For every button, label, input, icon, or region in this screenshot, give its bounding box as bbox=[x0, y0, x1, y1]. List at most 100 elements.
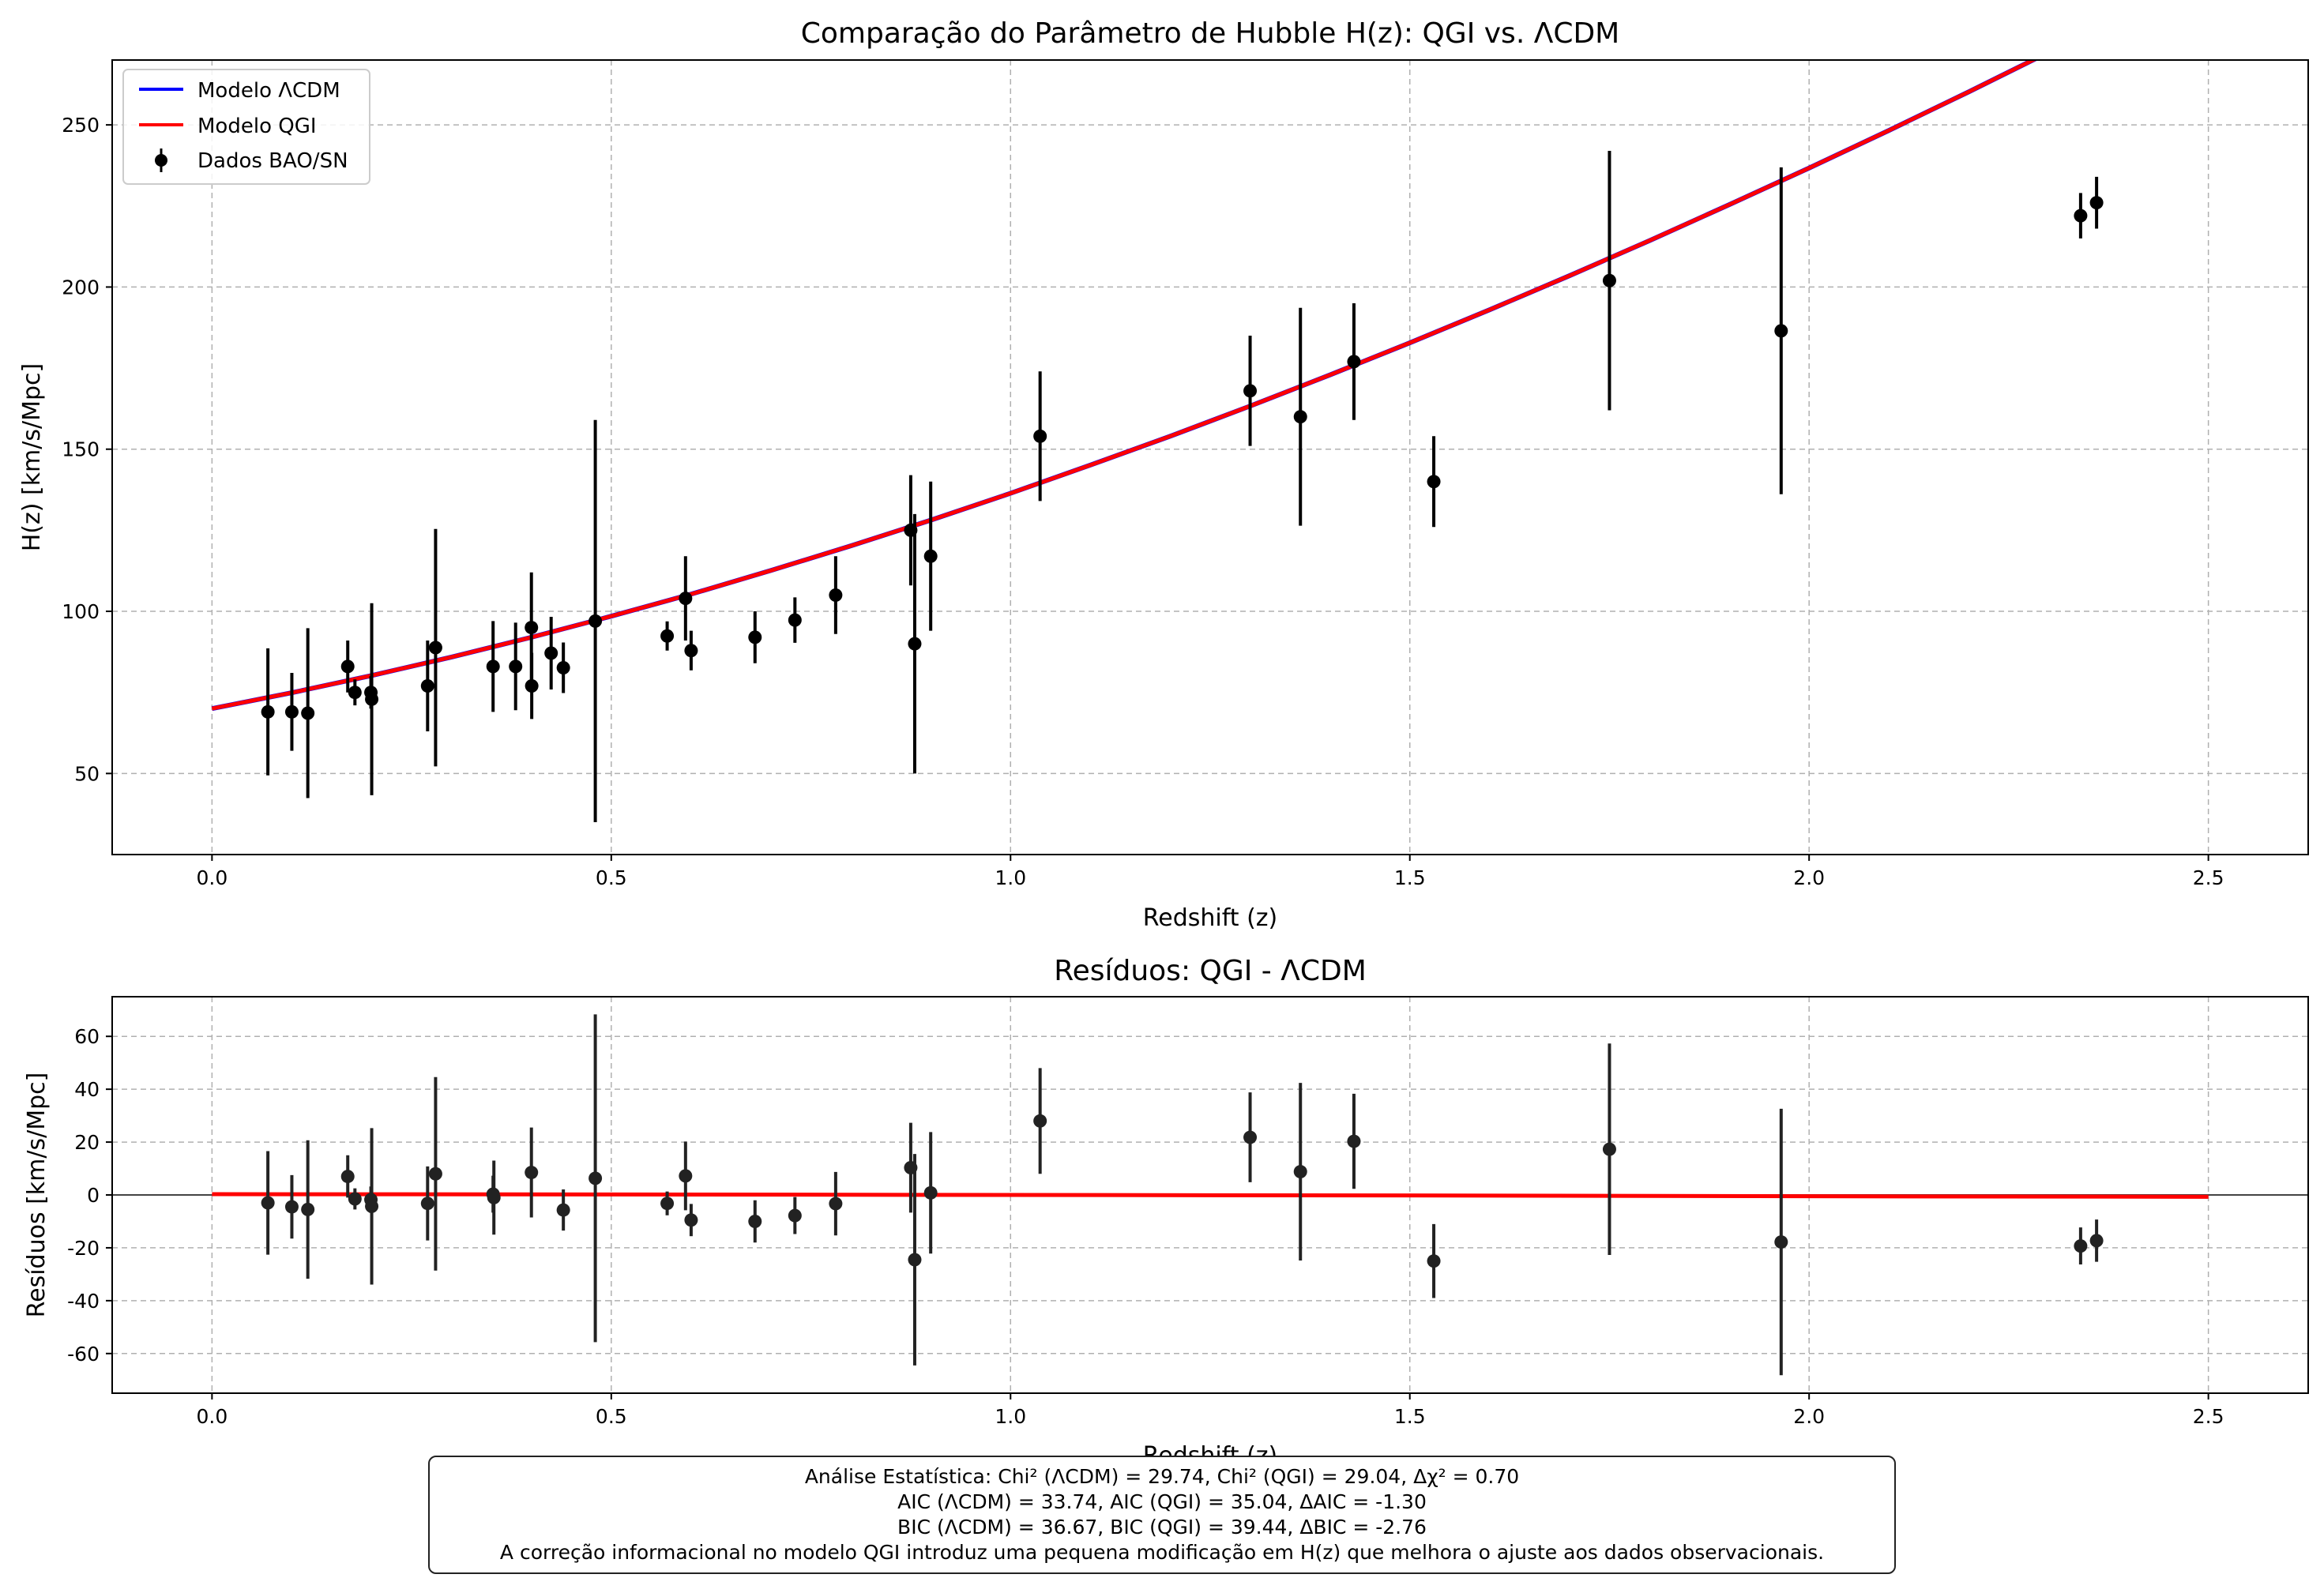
data-point bbox=[544, 646, 558, 660]
x-tick-label: 0.0 bbox=[196, 866, 228, 889]
data-point bbox=[1293, 410, 1307, 424]
y-tick-label: 50 bbox=[74, 762, 100, 785]
data-point bbox=[486, 659, 500, 674]
y-tick-label: 40 bbox=[74, 1078, 100, 1101]
legend-data-label: Dados BAO/SN bbox=[197, 149, 348, 173]
data-point bbox=[1774, 324, 1788, 338]
data-point bbox=[525, 621, 539, 635]
data-point bbox=[1243, 384, 1258, 398]
data-point bbox=[348, 1192, 362, 1206]
data-point bbox=[684, 644, 698, 658]
stats-line-chi2: Análise Estatística: Chi² (ΛCDM) = 29.74… bbox=[804, 1465, 1520, 1488]
stats-line-bic: BIC (ΛCDM) = 36.67, BIC (QGI) = 39.44, Δ… bbox=[897, 1516, 1427, 1539]
data-point bbox=[365, 1199, 379, 1213]
data-point bbox=[679, 1169, 693, 1183]
data-point bbox=[1774, 1235, 1788, 1249]
legend-data-marker-swatch bbox=[155, 154, 167, 167]
data-point bbox=[748, 1214, 762, 1228]
data-point bbox=[2074, 1239, 2088, 1253]
data-point bbox=[923, 1185, 938, 1200]
data-point bbox=[788, 1208, 802, 1223]
data-point bbox=[1427, 475, 1441, 489]
x-tick-label: 2.5 bbox=[2193, 866, 2224, 889]
data-point bbox=[1602, 1142, 1616, 1156]
data-point bbox=[1293, 1165, 1307, 1179]
top-chart-title: Comparação do Parâmetro de Hubble H(z): … bbox=[801, 17, 1620, 50]
residuals-ticks: 0.0 0.5 1.0 1.5 2.0 2.5 -60 -40 -20 0 20 40 60 bbox=[67, 1025, 2224, 1428]
legend-frame bbox=[122, 69, 370, 185]
y-tick-label: -20 bbox=[67, 1237, 100, 1260]
x-tick-label: 2.0 bbox=[1793, 866, 1825, 889]
data-point bbox=[1033, 429, 1047, 443]
y-tick-label: 60 bbox=[74, 1025, 100, 1048]
residuals-chart-title: Resíduos: QGI - ΛCDM bbox=[1054, 955, 1367, 987]
stats-line-aic: AIC (ΛCDM) = 33.74, AIC (QGI) = 35.04, Δ… bbox=[897, 1490, 1427, 1513]
top-x-axis-label: Redshift (z) bbox=[1143, 904, 1277, 932]
data-point bbox=[1347, 1134, 1361, 1148]
top-data-layer bbox=[211, 60, 2104, 822]
residuals-y-axis-label: Resíduos [km/s/Mpc] bbox=[23, 1073, 51, 1318]
x-tick-label: 0.5 bbox=[596, 866, 627, 889]
data-point bbox=[284, 1200, 299, 1214]
plot-area bbox=[112, 1014, 2308, 1376]
legend-qgi-label: Modelo QGI bbox=[197, 115, 317, 138]
x-tick-label: 2.0 bbox=[1793, 1405, 1825, 1428]
data-point bbox=[301, 1202, 315, 1216]
data-point bbox=[2074, 209, 2088, 223]
data-point bbox=[908, 1253, 922, 1267]
data-point bbox=[420, 1197, 434, 1211]
data-point bbox=[556, 1203, 570, 1217]
stats-line-conclusion: A correção informacional no modelo QGI i… bbox=[499, 1541, 1825, 1564]
y-tick-label: -60 bbox=[67, 1343, 100, 1366]
x-tick-label: 0.0 bbox=[196, 1405, 228, 1428]
top-plot-frame bbox=[111, 59, 2309, 855]
x-tick-label: 1.0 bbox=[995, 866, 1026, 889]
y-tick-label: 150 bbox=[62, 438, 100, 461]
y-tick-label: -40 bbox=[67, 1290, 100, 1313]
data-point bbox=[1427, 1254, 1441, 1268]
data-point bbox=[589, 1171, 603, 1185]
top-grid bbox=[112, 60, 2308, 855]
x-tick-label: 1.0 bbox=[995, 1405, 1026, 1428]
y-tick-label: 0 bbox=[87, 1184, 100, 1207]
data-point bbox=[829, 1197, 843, 1211]
residual-model-line bbox=[212, 1192, 2209, 1199]
data-point bbox=[261, 704, 275, 719]
data-point bbox=[340, 659, 355, 674]
top-chart-panel: 0.0 0.5 1.0 1.5 2.0 2.5 50 100 150 200 250 Compara… bbox=[18, 17, 2309, 932]
data-point bbox=[301, 706, 315, 720]
data-point bbox=[284, 704, 299, 719]
data-point bbox=[1602, 273, 1616, 287]
x-tick-label: 2.5 bbox=[2193, 1405, 2224, 1428]
y-tick-label: 250 bbox=[62, 114, 100, 137]
residuals-chart-panel: 0.0 0.5 1.0 1.5 2.0 2.5 -60 -40 -20 0 20 40 60 Resíd… bbox=[23, 955, 2309, 1470]
data-point bbox=[428, 1167, 442, 1181]
data-point bbox=[923, 549, 938, 563]
data-point bbox=[340, 1170, 355, 1184]
residuals-data-layer bbox=[112, 1014, 2308, 1376]
data-point bbox=[660, 1197, 675, 1211]
data-point bbox=[261, 1196, 275, 1210]
top-y-axis-label: H(z) [km/s/Mpc] bbox=[18, 363, 46, 552]
data-point bbox=[1033, 1114, 1047, 1128]
data-point bbox=[829, 588, 843, 603]
data-point bbox=[1347, 355, 1361, 369]
data-point bbox=[525, 678, 539, 693]
legend: Modelo ΛCDM Modelo QGI Dados BAO/SN bbox=[122, 69, 370, 185]
x-tick-label: 0.5 bbox=[596, 1405, 627, 1428]
y-tick-label: 200 bbox=[62, 276, 100, 299]
y-tick-label: 100 bbox=[62, 600, 100, 623]
plot-area bbox=[211, 60, 2104, 822]
y-tick-label: 20 bbox=[74, 1131, 100, 1154]
data-point bbox=[348, 686, 362, 700]
data-point bbox=[525, 1166, 539, 1180]
data-point bbox=[679, 592, 693, 606]
data-point bbox=[487, 1190, 501, 1204]
series-line-modelo-qgi bbox=[211, 60, 2038, 711]
data-point bbox=[660, 629, 675, 643]
legend-lcdm-label: Modelo ΛCDM bbox=[197, 79, 340, 103]
data-point bbox=[788, 613, 802, 627]
data-point bbox=[589, 614, 603, 628]
x-tick-label: 1.5 bbox=[1394, 1405, 1426, 1428]
